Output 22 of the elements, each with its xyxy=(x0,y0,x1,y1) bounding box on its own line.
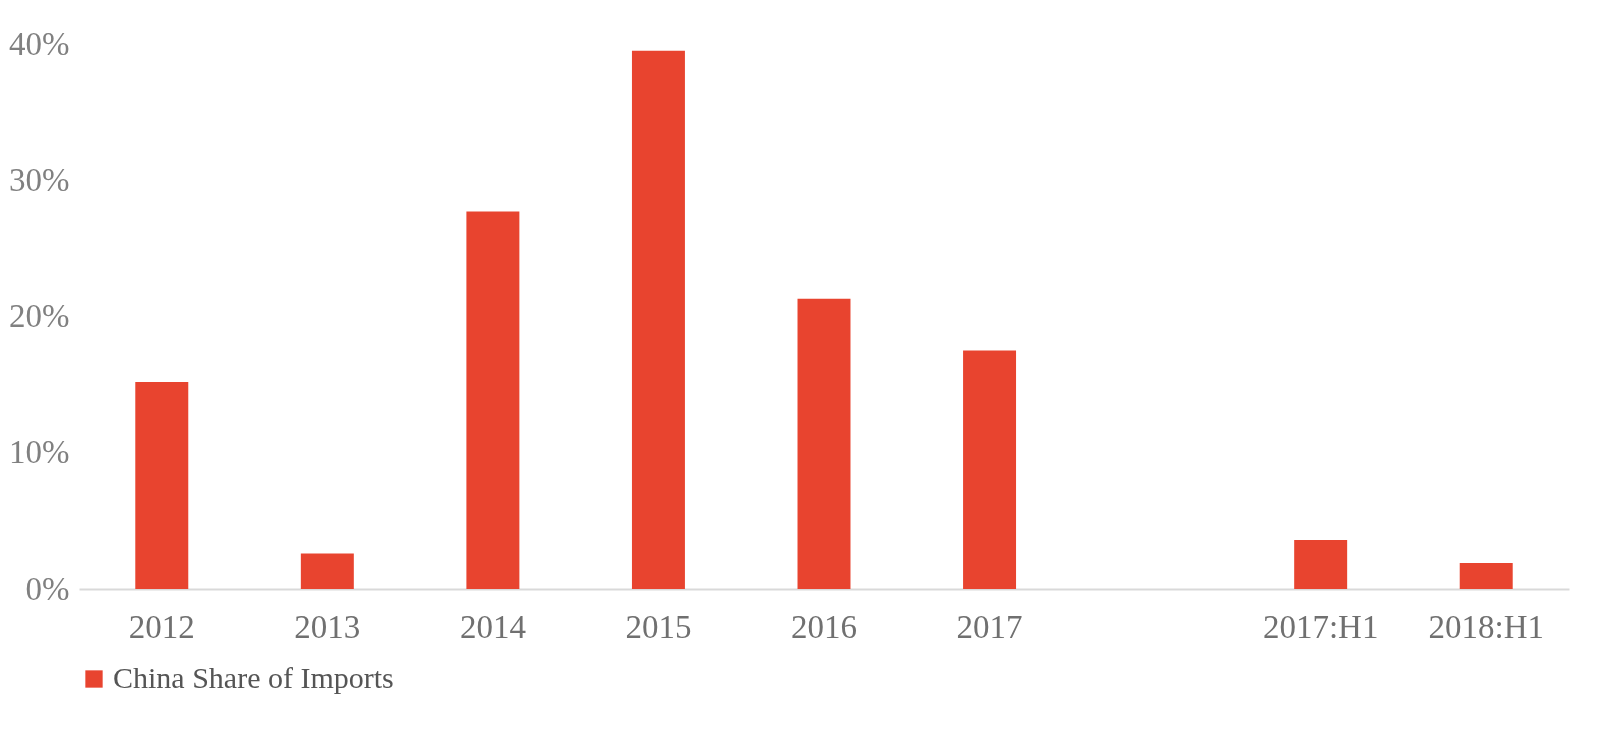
y-tick-label: 10% xyxy=(9,434,70,471)
x-tick-label: 2014 xyxy=(459,608,526,645)
x-tick-label: 2016 xyxy=(791,608,857,645)
x-tick-label: 2017 xyxy=(956,608,1023,645)
legend-label: China Share of Imports xyxy=(113,661,394,694)
y-tick-label: 20% xyxy=(9,298,70,334)
x-tick-label: 2013 xyxy=(294,608,361,645)
bar xyxy=(466,211,520,589)
x-tick-label: 2017:H1 xyxy=(1262,608,1379,645)
bar xyxy=(797,298,851,589)
y-tick-label: 40% xyxy=(9,25,70,62)
bar xyxy=(135,381,189,589)
x-tick-label: 2018:H1 xyxy=(1428,608,1544,645)
y-tick-label: 0% xyxy=(25,570,70,607)
x-tick-label: 2015 xyxy=(625,608,692,645)
bar xyxy=(300,553,354,589)
y-tick-label: 30% xyxy=(9,161,70,198)
bar xyxy=(631,50,685,589)
x-tick-label: 2012 xyxy=(128,608,195,645)
bar xyxy=(963,350,1017,589)
bar xyxy=(1459,563,1513,589)
bar xyxy=(1294,539,1348,589)
